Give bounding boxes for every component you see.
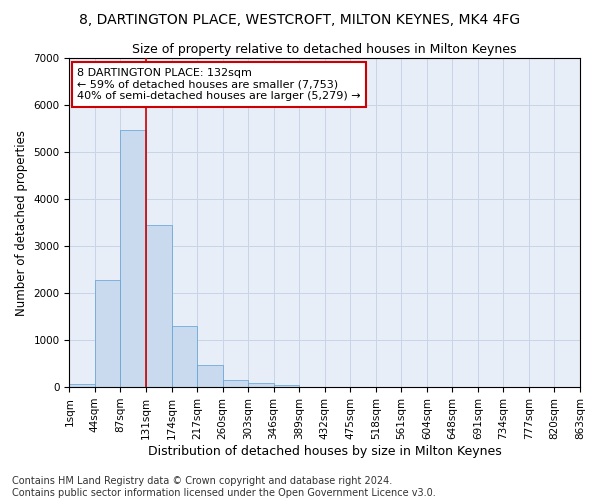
Bar	[248, 383, 274, 387]
Bar	[95, 280, 121, 387]
Bar	[172, 326, 197, 387]
Bar	[70, 384, 95, 387]
X-axis label: Distribution of detached houses by size in Milton Keynes: Distribution of detached houses by size …	[148, 444, 502, 458]
Y-axis label: Number of detached properties: Number of detached properties	[15, 130, 28, 316]
Text: Contains HM Land Registry data © Crown copyright and database right 2024.
Contai: Contains HM Land Registry data © Crown c…	[12, 476, 436, 498]
Bar	[146, 226, 172, 387]
Text: 8, DARTINGTON PLACE, WESTCROFT, MILTON KEYNES, MK4 4FG: 8, DARTINGTON PLACE, WESTCROFT, MILTON K…	[79, 12, 521, 26]
Bar	[274, 384, 299, 387]
Bar	[223, 380, 248, 387]
Text: 8 DARTINGTON PLACE: 132sqm
← 59% of detached houses are smaller (7,753)
40% of s: 8 DARTINGTON PLACE: 132sqm ← 59% of deta…	[77, 68, 361, 101]
Bar	[197, 365, 223, 387]
Bar	[121, 130, 146, 387]
Title: Size of property relative to detached houses in Milton Keynes: Size of property relative to detached ho…	[133, 42, 517, 56]
